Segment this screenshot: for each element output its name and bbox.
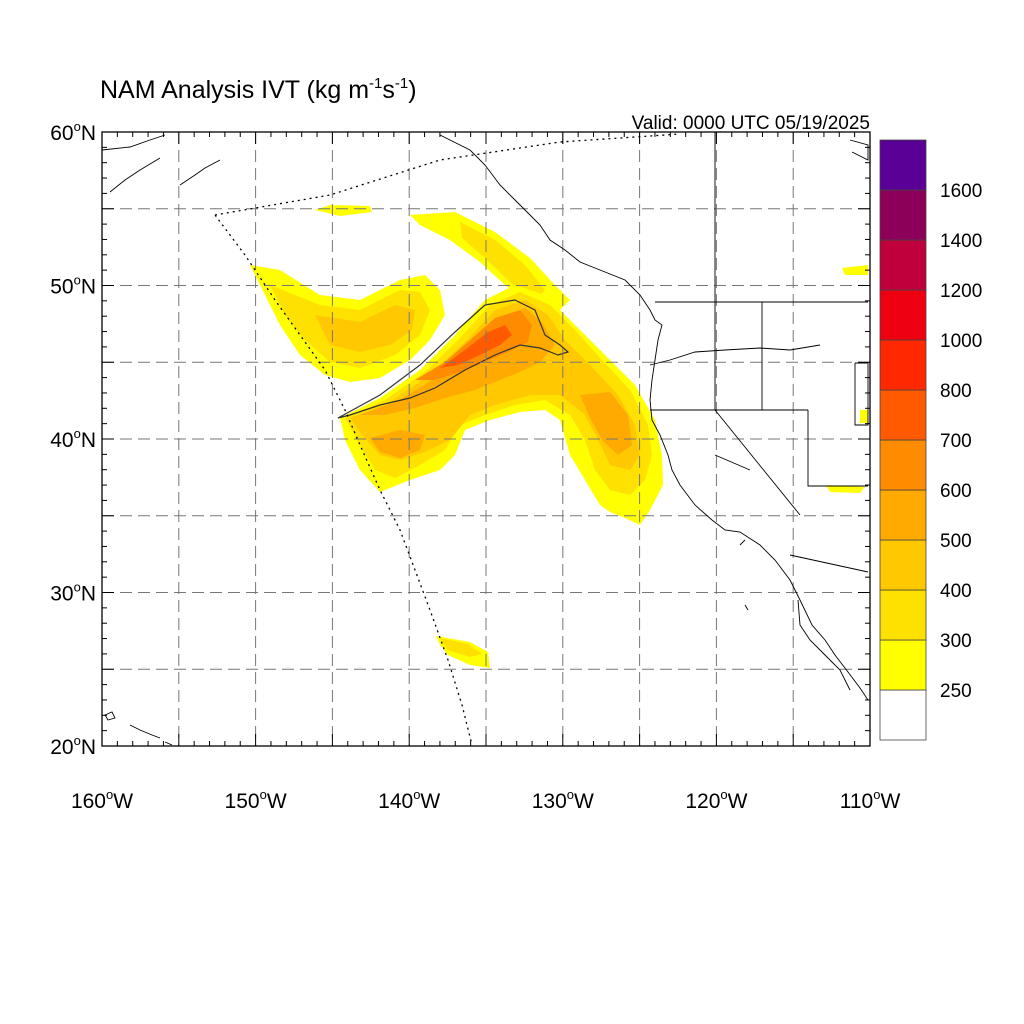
colorbar: 250 300 400 500 600 700 800 1000 1200 1400 1600 (879, 139, 982, 741)
lat-lon-grid (102, 132, 870, 746)
colorbar-label: 1600 (940, 181, 982, 202)
ivt-region-250-small (315, 205, 372, 216)
lat-label: 50oN (50, 273, 96, 299)
ivt-region-700-main (440, 325, 512, 368)
colorbar-box (879, 689, 927, 741)
ivt-region-400-north (315, 305, 415, 352)
colorbar-label: 1200 (940, 281, 982, 302)
colorbar-label: 1400 (940, 231, 982, 252)
colorbar-box (879, 239, 927, 291)
colorbar-label: 300 (940, 631, 972, 652)
colorbar-box (879, 389, 927, 441)
ivt-region-250-east1 (842, 265, 868, 275)
ivt-shading (250, 205, 868, 668)
lon-label: 140oW (378, 787, 440, 813)
valid-time: Valid: 0000 UTC 05/19/2025 (632, 113, 870, 134)
longitude-labels: 160oW 150oW 140oW 130oW 120oW 110oW (71, 787, 901, 813)
lon-label: 120oW (685, 787, 747, 813)
ivt-region-300-south (440, 638, 482, 657)
lon-label: 150oW (225, 787, 287, 813)
lon-label: 130oW (532, 787, 594, 813)
ivt-region-400-main (350, 300, 640, 470)
lat-label: 20oN (50, 733, 96, 759)
colorbar-box (879, 589, 927, 641)
colorbar-box (879, 639, 927, 691)
colorbar-label: 1000 (940, 331, 982, 352)
coastlines (101, 132, 869, 746)
lat-label: 30oN (50, 580, 96, 606)
colorbar-box (879, 439, 927, 491)
ivt-region-500-se (580, 392, 632, 455)
colorbar-box (879, 339, 927, 391)
lat-label: 40oN (50, 426, 96, 452)
ivt-region-250-east2 (860, 410, 868, 423)
axis-ticks (101, 131, 871, 747)
ivt-region-500-sw (370, 430, 425, 458)
latitude-labels: 20oN 30oN 40oN 50oN 60oN (50, 119, 96, 759)
colorbar-label: 800 (940, 381, 972, 402)
lon-label: 110oW (840, 787, 901, 813)
ivt-region-300-arc (460, 222, 545, 300)
map-title: NAM Analysis IVT (kg m-1s-1) (100, 75, 417, 104)
map-plot-area (101, 131, 871, 747)
colorbar-label: 500 (940, 531, 972, 552)
colorbar-label: 400 (940, 581, 972, 602)
colorbar-box (879, 289, 927, 341)
lon-label: 160oW (71, 787, 133, 813)
colorbar-box (879, 539, 927, 591)
colorbar-label: 250 (940, 681, 972, 702)
colorbar-box (879, 189, 927, 241)
lat-label: 60oN (50, 119, 96, 145)
colorbar-label: 700 (940, 431, 972, 452)
colorbar-label: 600 (940, 481, 972, 502)
ivt-region-250-east3 (826, 485, 865, 493)
colorbar-box (879, 489, 927, 541)
colorbar-box (879, 139, 927, 191)
